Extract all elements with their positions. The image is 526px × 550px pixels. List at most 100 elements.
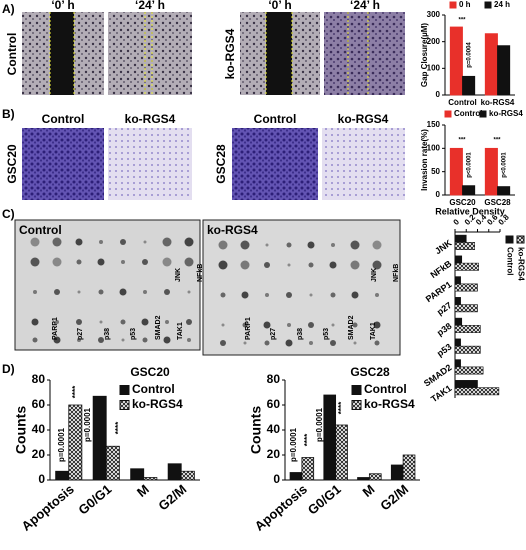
y-tick-label: 100	[427, 63, 441, 72]
spot-label: NFkB	[393, 264, 400, 282]
x-tick-label: G2/M	[155, 481, 189, 513]
blot-spot	[33, 290, 37, 294]
blot-spot	[54, 289, 60, 295]
blot-spot	[55, 320, 59, 324]
x-tick-label: GSC28	[484, 198, 511, 207]
bar	[454, 338, 461, 347]
bar	[323, 394, 337, 481]
blot-spot	[120, 239, 126, 245]
blot-spot	[32, 337, 38, 343]
bar	[454, 304, 478, 313]
chart-title: GSC28	[350, 365, 390, 379]
blot-spot	[220, 340, 226, 346]
bar	[368, 473, 382, 481]
spot-label: PARP1	[52, 317, 59, 340]
blot-spot	[184, 257, 194, 267]
x-axis-label: Relative Density	[435, 206, 505, 216]
y-tick-label: 60	[267, 397, 281, 411]
blot-spot	[187, 338, 191, 342]
blot-spot	[218, 260, 228, 270]
blot-spot	[31, 318, 39, 326]
blot-spot	[162, 257, 172, 267]
blot-spot	[142, 259, 148, 265]
bar	[454, 242, 475, 250]
panel-c-blots	[14, 219, 401, 356]
spot-label: p27	[77, 328, 84, 340]
blot-spot	[163, 336, 171, 344]
blot-spot	[187, 290, 191, 294]
y-tick-label: PARP1	[424, 279, 454, 304]
blot-label: ko-RGS4	[207, 223, 258, 237]
blot-spot	[99, 240, 103, 244]
bar	[449, 26, 463, 96]
blot-spot	[286, 242, 292, 248]
legend-swatch	[119, 400, 130, 410]
bar	[301, 457, 315, 481]
bar	[462, 185, 476, 196]
blot-spot	[121, 260, 125, 264]
legend-label: 24 h	[494, 0, 510, 9]
legend-swatch	[505, 235, 514, 244]
y-tick-label: p53	[435, 342, 453, 359]
y-tick-label: 0	[38, 472, 45, 486]
y-tick-label: 60	[32, 397, 46, 411]
bar	[454, 255, 463, 264]
blot-spot	[53, 336, 61, 344]
bar	[390, 464, 404, 481]
blot-spot	[287, 263, 291, 267]
spot-label: p53	[130, 328, 137, 340]
y-tick-label: 200	[427, 37, 441, 46]
spot-label: SMAD2	[348, 315, 355, 340]
blot-spot	[141, 318, 149, 326]
image-label: Control	[42, 112, 85, 126]
legend-label: Control	[505, 247, 514, 275]
bar	[454, 297, 461, 305]
x-tick-label: G0/G1	[305, 481, 344, 517]
legend-swatch	[351, 400, 362, 410]
blot-spot	[143, 240, 147, 244]
blot-label: Control	[19, 223, 62, 237]
legend-swatch	[479, 110, 487, 118]
blot-spot	[242, 322, 248, 328]
x-tick-label: Control	[448, 98, 476, 107]
blot-spot	[119, 288, 127, 296]
legend-swatch	[449, 1, 457, 9]
y-tick-label: 20	[267, 447, 281, 461]
blot-spot	[350, 260, 360, 270]
annotation: p=0.0001	[57, 427, 66, 462]
spot-label: p53	[323, 328, 330, 340]
bar	[454, 325, 481, 333]
y-tick-label: 80	[267, 372, 281, 386]
blot-spot	[120, 319, 126, 325]
image-label: Control	[254, 112, 297, 126]
bar	[462, 75, 476, 96]
y-axis-label: Gap Closure(µM)	[420, 23, 429, 88]
legend-label: Control	[364, 382, 407, 396]
annotation: p<0.0001	[467, 152, 473, 178]
blot-spot	[184, 237, 194, 247]
bar	[289, 472, 303, 481]
image-label: ko-RGS4	[125, 112, 176, 126]
blot-spot	[76, 319, 82, 325]
bar	[357, 477, 370, 481]
spot-label: JNK	[175, 268, 182, 282]
annotation: ***	[493, 138, 501, 144]
row-label: GSC20	[5, 144, 19, 184]
bar	[484, 147, 498, 196]
y-tick-label: 0	[436, 190, 441, 199]
blot-spot	[143, 290, 147, 294]
blot-spot	[221, 323, 225, 327]
panel-label: C)	[2, 207, 15, 221]
bar	[180, 470, 195, 481]
spot-label: TAK1	[370, 322, 377, 340]
bar	[484, 33, 498, 96]
bar	[454, 380, 478, 388]
blot-spot	[240, 260, 250, 270]
spot-label: p38	[297, 328, 304, 340]
blot-spot	[352, 322, 358, 328]
blot-spot	[308, 262, 314, 268]
blot-spot	[98, 289, 104, 295]
legend-label: Control	[132, 382, 175, 396]
legend-swatch	[516, 235, 525, 244]
spot-label: NFkB	[197, 264, 204, 282]
